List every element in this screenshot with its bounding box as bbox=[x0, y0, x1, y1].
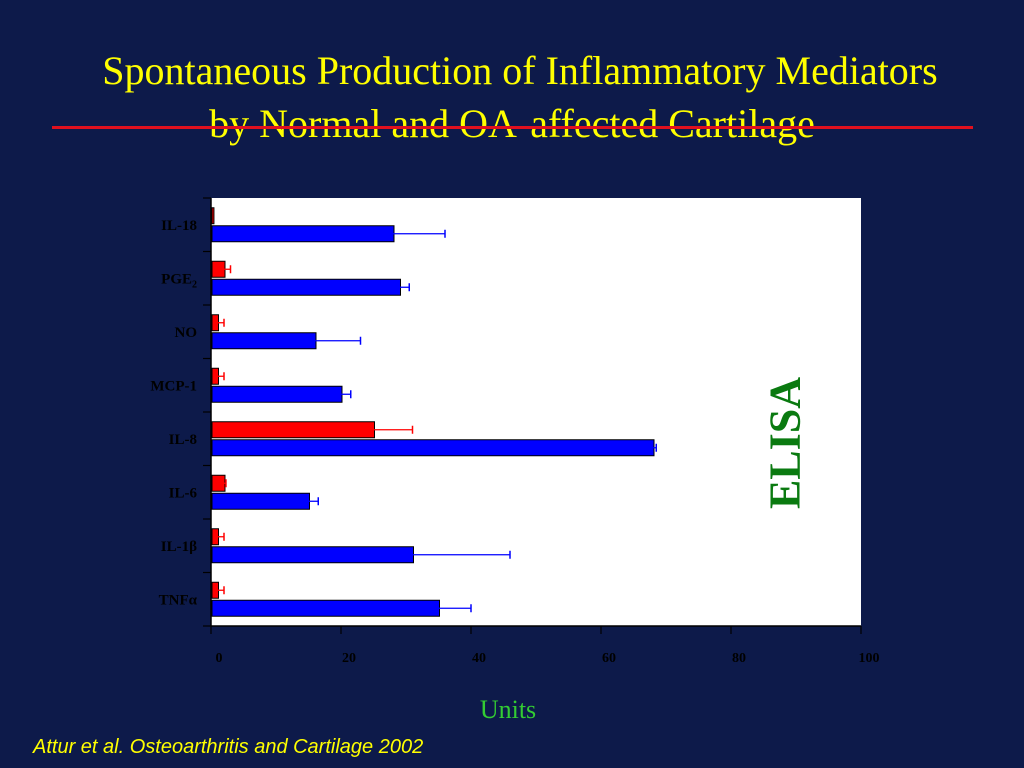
x-axis-label: Units bbox=[479, 695, 537, 724]
y-tick-label: IL-1β bbox=[161, 539, 197, 555]
y-tick-label: MCP-1 bbox=[150, 378, 197, 394]
slide-title-line-1: Spontaneous Production of Inflammatory M… bbox=[102, 48, 938, 93]
bar-blue bbox=[211, 439, 655, 457]
bar-blue bbox=[211, 225, 395, 243]
bar-blue bbox=[211, 385, 343, 403]
x-tick-label: 60 bbox=[602, 651, 616, 666]
y-tick-label: IL-8 bbox=[169, 432, 197, 448]
bar-blue bbox=[211, 546, 414, 564]
title-underline bbox=[52, 126, 973, 129]
x-tick-label: 80 bbox=[732, 651, 746, 666]
bar-red bbox=[211, 421, 375, 439]
y-tick-label: NO bbox=[175, 325, 198, 341]
elisa-label: ELISA bbox=[760, 376, 810, 510]
bar-blue bbox=[211, 332, 317, 350]
citation: Attur et al. Osteoarthritis and Cartilag… bbox=[33, 736, 424, 758]
bar-red bbox=[211, 474, 226, 492]
y-tick-label: PGE2 bbox=[161, 271, 197, 290]
bar-blue bbox=[211, 278, 401, 296]
y-tick-label: TNFα bbox=[159, 592, 198, 608]
x-tick-label: 0 bbox=[216, 651, 223, 666]
bar-blue bbox=[211, 492, 310, 510]
x-tick-label: 40 bbox=[472, 651, 486, 666]
bar-blue bbox=[211, 599, 440, 617]
slide-title-line-2: by Normal and OA-affected Cartilage bbox=[209, 101, 815, 146]
x-tick-label: 100 bbox=[859, 651, 880, 666]
bar-red bbox=[211, 260, 226, 278]
y-tick-label: IL-6 bbox=[169, 485, 198, 501]
bar-red bbox=[211, 207, 215, 225]
y-tick-label: IL-18 bbox=[161, 218, 197, 234]
x-tick-label: 20 bbox=[342, 651, 356, 666]
